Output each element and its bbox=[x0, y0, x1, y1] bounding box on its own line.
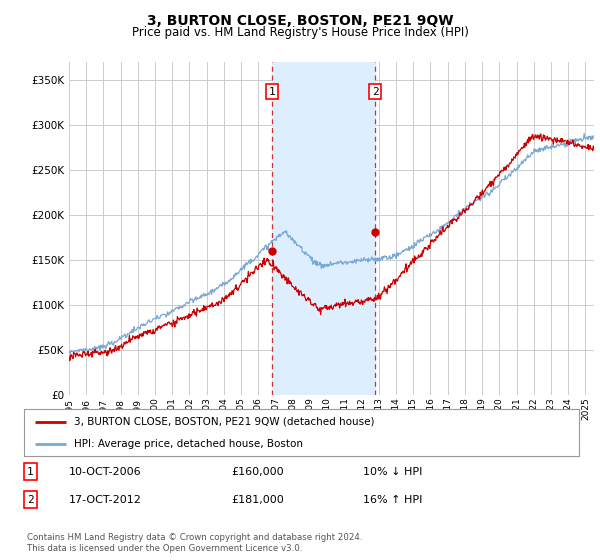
Text: 1: 1 bbox=[268, 87, 275, 96]
Text: Price paid vs. HM Land Registry's House Price Index (HPI): Price paid vs. HM Land Registry's House … bbox=[131, 26, 469, 39]
Text: £160,000: £160,000 bbox=[231, 466, 284, 477]
Text: 2: 2 bbox=[27, 494, 34, 505]
Text: 16% ↑ HPI: 16% ↑ HPI bbox=[363, 494, 422, 505]
Text: HPI: Average price, detached house, Boston: HPI: Average price, detached house, Bost… bbox=[74, 438, 303, 449]
Text: 2: 2 bbox=[372, 87, 379, 96]
Text: £181,000: £181,000 bbox=[231, 494, 284, 505]
Text: 10-OCT-2006: 10-OCT-2006 bbox=[69, 466, 142, 477]
Text: 1: 1 bbox=[27, 466, 34, 477]
Text: 17-OCT-2012: 17-OCT-2012 bbox=[69, 494, 142, 505]
Text: 3, BURTON CLOSE, BOSTON, PE21 9QW: 3, BURTON CLOSE, BOSTON, PE21 9QW bbox=[147, 14, 453, 28]
Text: Contains HM Land Registry data © Crown copyright and database right 2024.
This d: Contains HM Land Registry data © Crown c… bbox=[27, 533, 362, 553]
Text: 10% ↓ HPI: 10% ↓ HPI bbox=[363, 466, 422, 477]
Text: 3, BURTON CLOSE, BOSTON, PE21 9QW (detached house): 3, BURTON CLOSE, BOSTON, PE21 9QW (detac… bbox=[74, 417, 374, 427]
Bar bbox=[272, 62, 375, 395]
